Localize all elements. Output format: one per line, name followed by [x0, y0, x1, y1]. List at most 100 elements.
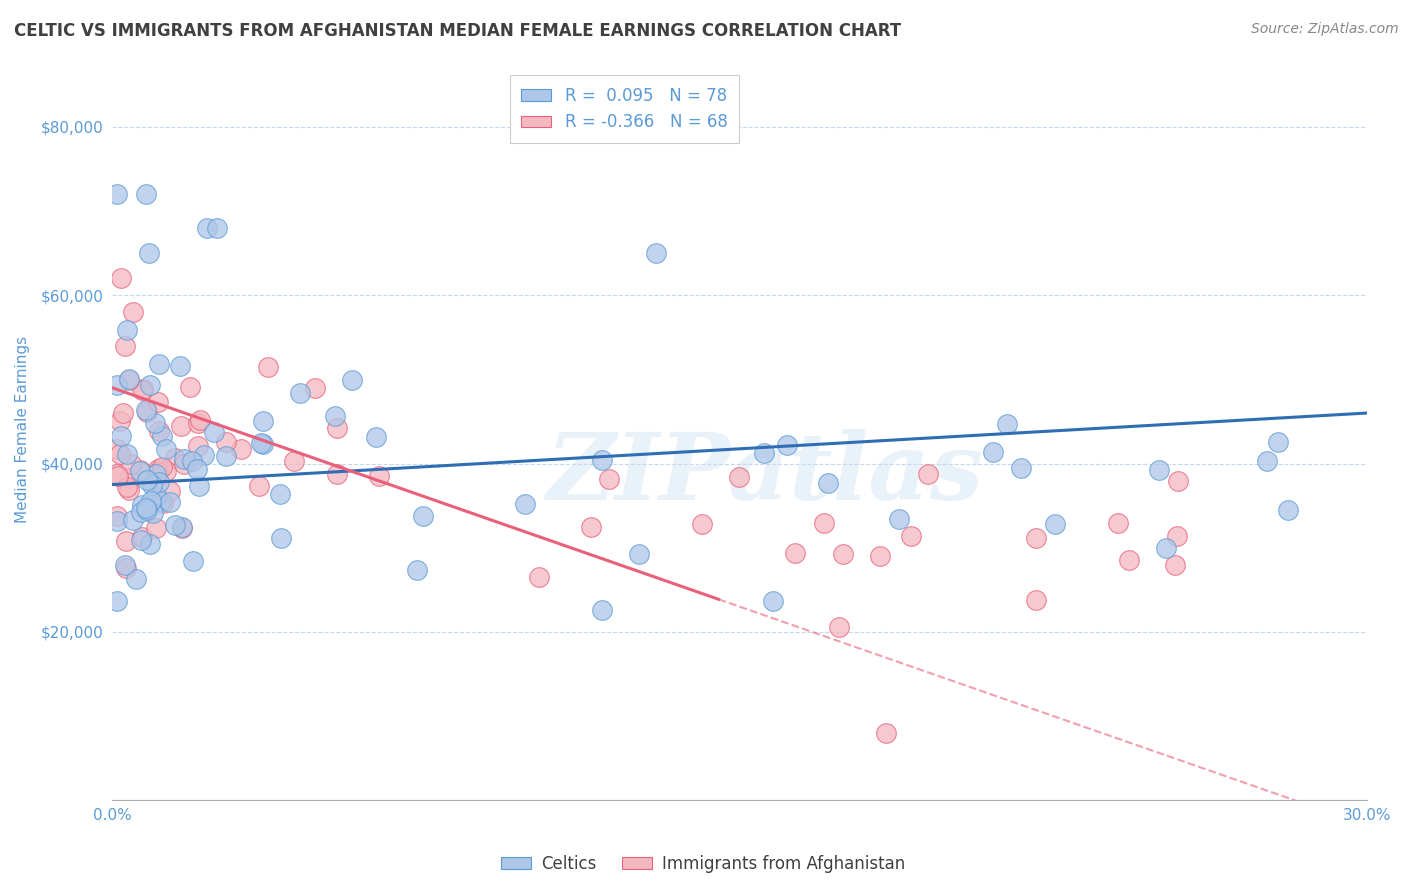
- Point: [579, 520, 602, 534]
- Point: [1025, 593, 1047, 607]
- Text: ZIPatlas: ZIPatlas: [546, 429, 983, 519]
- Point: [131, 530, 153, 544]
- Point: [105, 187, 128, 202]
- Point: [170, 419, 193, 434]
- Point: [122, 305, 145, 319]
- Point: [290, 386, 312, 401]
- Point: [136, 404, 159, 418]
- Point: [776, 437, 799, 451]
- Point: [165, 518, 187, 533]
- Point: [250, 435, 273, 450]
- Point: [170, 519, 193, 533]
- Point: [270, 531, 292, 545]
- Point: [150, 429, 173, 443]
- Point: [887, 512, 910, 526]
- Point: [252, 414, 274, 428]
- Point: [983, 445, 1005, 459]
- Point: [105, 515, 128, 529]
- Point: [173, 452, 195, 467]
- Point: [145, 467, 167, 482]
- Point: [364, 430, 387, 444]
- Point: [141, 478, 163, 492]
- Point: [135, 500, 157, 515]
- Point: [142, 506, 165, 520]
- Point: [195, 221, 218, 235]
- Point: [131, 498, 153, 512]
- Point: [118, 372, 141, 386]
- Point: [110, 414, 132, 428]
- Point: [205, 221, 228, 235]
- Point: [146, 462, 169, 476]
- Point: [752, 446, 775, 460]
- Point: [143, 416, 166, 430]
- Point: [148, 424, 170, 438]
- Point: [150, 460, 173, 475]
- Point: [193, 448, 215, 462]
- Point: [1107, 516, 1129, 531]
- Point: [159, 484, 181, 499]
- Point: [172, 521, 194, 535]
- Point: [146, 394, 169, 409]
- Point: [120, 457, 142, 471]
- Point: [412, 508, 434, 523]
- Point: [149, 493, 172, 508]
- Point: [1167, 475, 1189, 489]
- Point: [135, 473, 157, 487]
- Point: [762, 594, 785, 608]
- Point: [131, 505, 153, 519]
- Point: [204, 425, 226, 439]
- Point: [813, 516, 835, 530]
- Point: [114, 533, 136, 548]
- Point: [828, 620, 851, 634]
- Point: [115, 561, 138, 575]
- Point: [145, 489, 167, 503]
- Point: [1147, 463, 1170, 477]
- Point: [627, 547, 650, 561]
- Point: [110, 429, 132, 443]
- Point: [135, 187, 157, 202]
- Point: [229, 442, 252, 457]
- Point: [817, 475, 839, 490]
- Point: [115, 480, 138, 494]
- Point: [139, 378, 162, 392]
- Point: [179, 380, 201, 394]
- Point: [323, 409, 346, 423]
- Point: [173, 458, 195, 472]
- Point: [1166, 529, 1188, 543]
- Point: [115, 322, 138, 336]
- Point: [155, 464, 177, 478]
- Point: [163, 451, 186, 466]
- Point: [155, 442, 177, 456]
- Point: [114, 558, 136, 572]
- Point: [111, 406, 134, 420]
- Point: [105, 378, 128, 392]
- Point: [159, 494, 181, 508]
- Point: [1010, 460, 1032, 475]
- Point: [169, 359, 191, 373]
- Point: [105, 509, 128, 524]
- Y-axis label: Median Female Earnings: Median Female Earnings: [15, 336, 30, 524]
- Point: [1256, 454, 1278, 468]
- Point: [875, 726, 897, 740]
- Point: [215, 435, 238, 450]
- Point: [692, 516, 714, 531]
- Point: [117, 470, 139, 484]
- Point: [405, 563, 427, 577]
- Point: [783, 546, 806, 560]
- Point: [591, 453, 613, 467]
- Point: [1043, 517, 1066, 532]
- Point: [118, 374, 141, 388]
- Point: [326, 467, 349, 482]
- Point: [131, 383, 153, 397]
- Point: [1267, 435, 1289, 450]
- Point: [110, 271, 132, 285]
- Point: [527, 570, 550, 584]
- Point: [118, 483, 141, 497]
- Point: [187, 416, 209, 430]
- Point: [117, 447, 139, 461]
- Point: [129, 533, 152, 547]
- Point: [645, 246, 668, 260]
- Point: [181, 454, 204, 468]
- Point: [215, 449, 238, 463]
- Point: [304, 381, 326, 395]
